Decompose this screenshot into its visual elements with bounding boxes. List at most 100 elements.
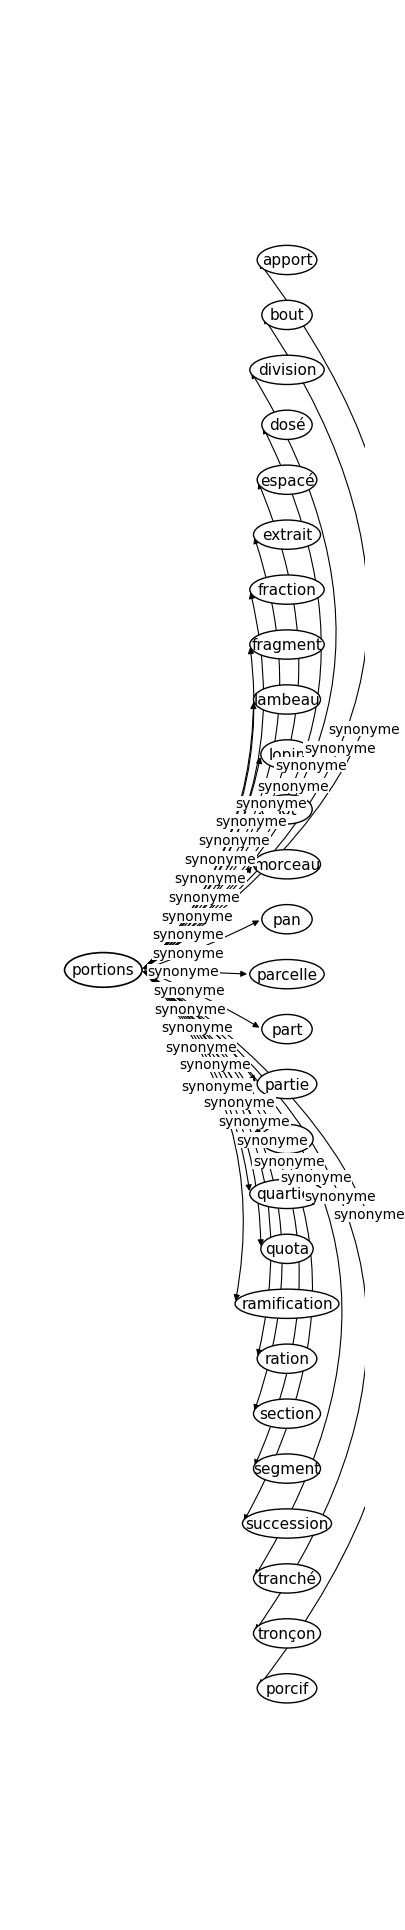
FancyArrowPatch shape [144,648,254,969]
FancyArrowPatch shape [144,484,299,969]
Ellipse shape [243,1509,332,1538]
Text: morceau: morceau [254,857,321,872]
Text: synonyme: synonyme [333,1208,405,1222]
FancyArrowPatch shape [144,264,392,969]
Ellipse shape [257,247,317,276]
Text: lot: lot [277,803,297,818]
Text: synonyme: synonyme [198,834,270,847]
Text: ramification: ramification [241,1297,333,1312]
Text: synonyme: synonyme [147,965,219,979]
Text: lopin: lopin [269,747,306,762]
FancyArrowPatch shape [145,971,258,1027]
Ellipse shape [257,1673,317,1702]
Text: dosé: dosé [269,419,305,432]
Text: fraction: fraction [258,583,316,598]
Text: synonyme: synonyme [328,722,400,737]
Text: synonyme: synonyme [305,1189,376,1204]
FancyArrowPatch shape [144,704,256,969]
Text: synonyme: synonyme [181,1079,253,1094]
Text: synonyme: synonyme [280,1172,352,1185]
Ellipse shape [261,1235,313,1264]
FancyArrowPatch shape [144,973,263,1245]
Text: succession: succession [245,1517,329,1530]
FancyArrowPatch shape [144,538,280,969]
Text: synonyme: synonyme [155,1002,226,1017]
Ellipse shape [64,953,142,988]
FancyArrowPatch shape [144,973,313,1521]
FancyArrowPatch shape [144,973,342,1575]
FancyArrowPatch shape [145,923,258,969]
FancyArrowPatch shape [144,973,255,1081]
Ellipse shape [254,521,320,550]
Text: synonyme: synonyme [216,814,288,830]
Ellipse shape [250,631,324,660]
Text: tranché: tranché [258,1571,316,1586]
Ellipse shape [254,685,320,714]
Ellipse shape [262,795,312,824]
Ellipse shape [250,575,324,604]
Ellipse shape [257,1069,317,1098]
Text: fragment: fragment [252,637,322,652]
FancyArrowPatch shape [144,594,264,969]
FancyArrowPatch shape [144,868,251,969]
Ellipse shape [235,1289,339,1318]
Ellipse shape [261,1125,313,1154]
FancyArrowPatch shape [144,973,243,1301]
Text: bout: bout [270,309,305,322]
Text: synonyme: synonyme [235,797,307,811]
Ellipse shape [261,741,313,770]
Ellipse shape [262,301,312,330]
FancyArrowPatch shape [145,971,246,977]
Text: pièce: pièce [266,1131,308,1146]
Text: synonyme: synonyme [304,741,375,757]
Text: synonyme: synonyme [275,758,346,772]
Text: synonyme: synonyme [218,1116,290,1129]
Text: part: part [271,1023,303,1036]
FancyArrowPatch shape [144,973,251,1191]
Ellipse shape [254,1399,320,1428]
Text: apport: apport [262,253,312,268]
Text: synonyme: synonyme [153,984,225,998]
FancyArrowPatch shape [144,758,262,969]
Ellipse shape [262,1015,312,1044]
FancyArrowPatch shape [144,973,271,1355]
Ellipse shape [250,1179,324,1208]
Ellipse shape [257,1345,317,1374]
FancyArrowPatch shape [144,318,368,969]
FancyArrowPatch shape [144,973,367,1631]
Text: segment: segment [254,1461,321,1476]
FancyArrowPatch shape [144,973,299,1465]
Text: synonyme: synonyme [204,1096,275,1110]
Text: partie: partie [264,1077,310,1092]
FancyArrowPatch shape [144,973,397,1685]
Text: synonyme: synonyme [175,870,246,886]
Ellipse shape [254,1619,320,1648]
FancyArrowPatch shape [144,973,282,1411]
Ellipse shape [262,411,312,440]
Text: pan: pan [273,913,301,926]
Text: synonyme: synonyme [179,1058,251,1071]
Ellipse shape [262,905,312,934]
Text: synonyme: synonyme [168,890,239,905]
Text: espacé: espacé [260,473,314,488]
Ellipse shape [250,355,324,386]
Ellipse shape [250,959,324,990]
Text: synonyme: synonyme [153,928,224,942]
FancyArrowPatch shape [144,814,260,969]
Text: synonyme: synonyme [162,1021,233,1034]
Text: section: section [259,1407,315,1420]
Text: porcif: porcif [265,1681,309,1696]
Ellipse shape [254,1453,320,1484]
Text: synonyme: synonyme [253,1154,325,1168]
Text: extrait: extrait [262,529,312,542]
Text: synonyme: synonyme [165,1040,237,1054]
Text: quota: quota [265,1241,309,1256]
Text: quartier: quartier [256,1187,318,1202]
Text: division: division [258,363,316,378]
Text: tronçon: tronçon [258,1627,316,1640]
Text: synonyme: synonyme [257,780,329,793]
Text: synonyme: synonyme [161,909,232,923]
Ellipse shape [254,1563,320,1594]
Ellipse shape [257,465,317,496]
Text: synonyme: synonyme [185,853,256,867]
